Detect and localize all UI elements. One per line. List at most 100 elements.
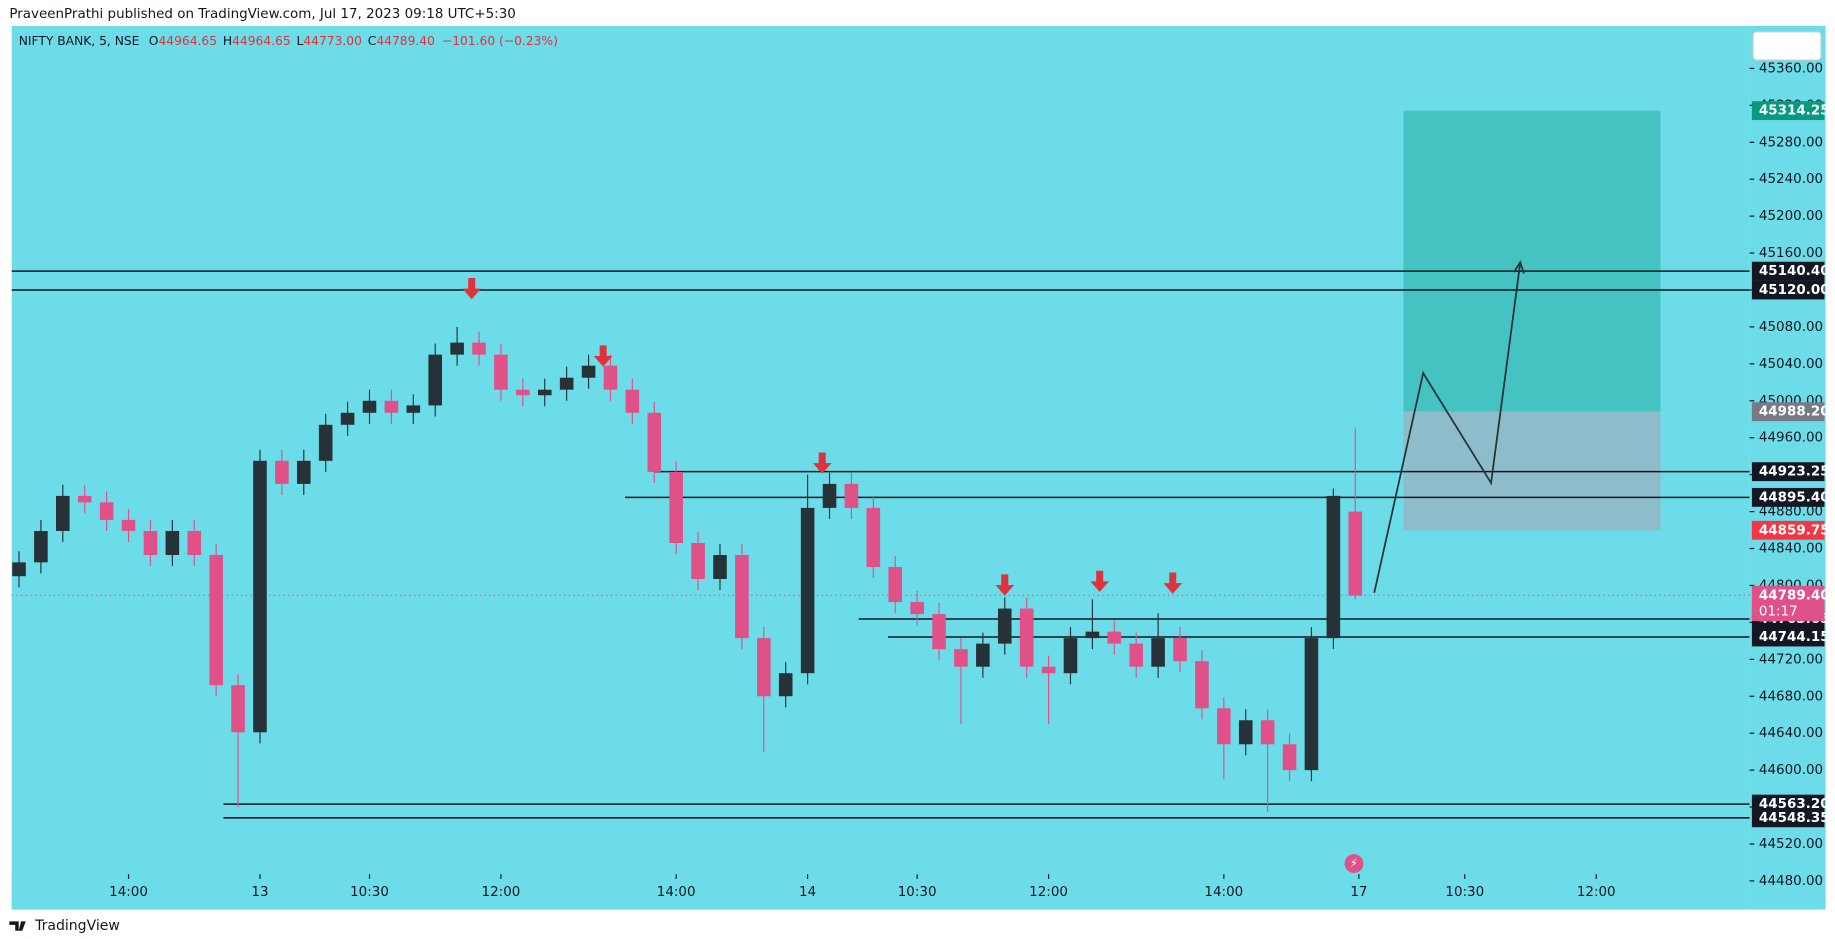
axis-button[interactable]: [1752, 31, 1822, 61]
candle-body: [1085, 631, 1100, 639]
y-tick-label: 44680.00: [1759, 688, 1823, 704]
publisher: PraveenPrathi published on TradingView.c…: [9, 6, 515, 22]
x-tick-label: 14:00: [1204, 884, 1243, 900]
down-arrow-marker: [462, 278, 482, 300]
down-arrow-marker: [995, 574, 1015, 596]
x-tick-label: 13: [251, 884, 268, 900]
level-tag-bg: [1751, 462, 1825, 482]
projection-arrowhead: [1513, 260, 1525, 274]
legend-value: 44789.40: [376, 34, 435, 48]
candle-body: [954, 649, 968, 667]
candle-body: [1041, 666, 1056, 674]
y-tick-label: 44640.00: [1759, 725, 1823, 741]
candle-body: [559, 377, 574, 390]
candle-body: [56, 495, 70, 531]
entry-tag: 44988.20: [1759, 404, 1830, 420]
candle-body: [1063, 638, 1078, 674]
legend-key: O: [149, 34, 159, 48]
target-tag: 45314.25: [1759, 103, 1830, 119]
candle-body: [472, 342, 486, 355]
y-tick-label: 44480.00: [1759, 873, 1823, 889]
x-tick-label: 10:30: [898, 884, 937, 900]
candle-body: [275, 460, 289, 484]
level-tag: 44548.35: [1759, 810, 1830, 826]
down-arrow-marker: [593, 345, 613, 367]
y-tick-label: 44720.00: [1759, 651, 1823, 667]
candle-body: [625, 389, 640, 413]
legend-key: C: [368, 34, 377, 48]
candle-body: [647, 412, 662, 472]
level-tag: 44923.25: [1759, 464, 1830, 480]
y-tick-label: 45160.00: [1759, 245, 1823, 261]
candle-body: [143, 530, 158, 555]
x-tick-label: 14:00: [657, 884, 696, 900]
y-tick-label: 44840.00: [1759, 540, 1823, 556]
candle-body: [362, 400, 377, 413]
level-tag: 44744.15: [1759, 629, 1830, 645]
x-tick-label: 14:00: [109, 884, 148, 900]
y-tick-label: 45240.00: [1759, 171, 1823, 187]
candle-body: [866, 507, 881, 567]
candle-body: [406, 405, 421, 413]
candle-body: [318, 424, 333, 461]
level-tag-bg: [1751, 487, 1825, 507]
candle-body: [1304, 638, 1319, 771]
candle-body: [822, 483, 837, 508]
y-tick-label: 45040.00: [1759, 356, 1823, 372]
candle-body: [1282, 744, 1297, 771]
footer-brand: TradingView: [34, 918, 120, 934]
candle-body: [800, 507, 815, 674]
candle-body: [1019, 608, 1034, 667]
candle-body: [1173, 638, 1187, 662]
candle-body: [99, 502, 114, 520]
candle-body: [1260, 720, 1275, 745]
x-tick-label: 10:30: [350, 884, 389, 900]
candle-body: [209, 554, 223, 686]
symbol: NIFTY BANK, 5, NSE: [19, 34, 140, 48]
candle-body: [384, 400, 399, 413]
candle-body: [1129, 643, 1143, 667]
level-tag: 44895.40: [1759, 489, 1830, 505]
candle-body: [253, 460, 267, 733]
candle-body: [603, 365, 618, 390]
candle-body: [12, 562, 26, 577]
candle-body: [932, 614, 946, 650]
footer-logo: [9, 921, 26, 931]
candle-body: [910, 602, 924, 615]
entry-tag-bg: [1751, 402, 1825, 422]
candle-body: [976, 643, 990, 667]
projection-path: [1373, 262, 1522, 594]
x-tick-label: 12:00: [1577, 884, 1616, 900]
x-tick-label: 12:00: [482, 884, 521, 900]
y-tick-label: 45280.00: [1759, 134, 1823, 150]
y-tick-label: 44960.00: [1759, 430, 1823, 446]
candle-body: [34, 530, 48, 563]
x-tick-label: 12:00: [1029, 884, 1068, 900]
level-tag: 45140.40: [1759, 263, 1830, 279]
countdown: 01:17: [1759, 604, 1798, 620]
plot-area: 44480.0044520.0044560.0044600.0044640.00…: [11, 25, 1830, 910]
legend-value: 44964.65: [232, 34, 291, 48]
candle-body: [1348, 511, 1363, 596]
candle-body: [581, 365, 596, 378]
y-tick-label: 44600.00: [1759, 762, 1823, 778]
legend-value: 44773.00: [303, 34, 362, 48]
event-icon[interactable]: [1344, 854, 1364, 874]
level-tag: 45120.00: [1759, 282, 1830, 298]
level-tag-bg: [1751, 280, 1825, 300]
candle-body: [1238, 720, 1253, 745]
candle-body: [1217, 708, 1231, 745]
candle-body: [121, 519, 136, 531]
legend-change: −101.60 (−0.23%): [442, 34, 558, 48]
legend-value: 44964.65: [158, 34, 217, 48]
y-tick-label: 44520.00: [1759, 836, 1823, 852]
candle-body: [428, 354, 443, 406]
candle-body: [1151, 638, 1165, 667]
candle-body: [757, 638, 771, 697]
level-tag-bg: [1751, 627, 1825, 647]
last-price-tag-bg: [1751, 585, 1825, 622]
candle-body: [165, 530, 180, 555]
event-icon-glyph: ⚡: [1350, 856, 1358, 870]
candle-body: [187, 530, 202, 555]
y-tick-label: 45200.00: [1759, 208, 1823, 224]
